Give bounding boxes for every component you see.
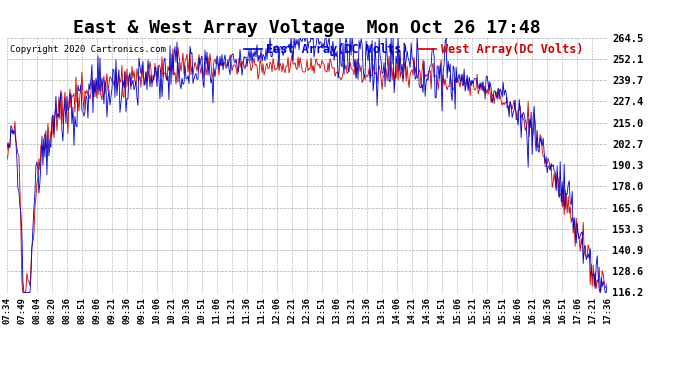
Text: Copyright 2020 Cartronics.com: Copyright 2020 Cartronics.com <box>10 45 166 54</box>
Title: East & West Array Voltage  Mon Oct 26 17:48: East & West Array Voltage Mon Oct 26 17:… <box>73 20 541 38</box>
Legend: East Array(DC Volts), West Array(DC Volts): East Array(DC Volts), West Array(DC Volt… <box>244 44 583 56</box>
